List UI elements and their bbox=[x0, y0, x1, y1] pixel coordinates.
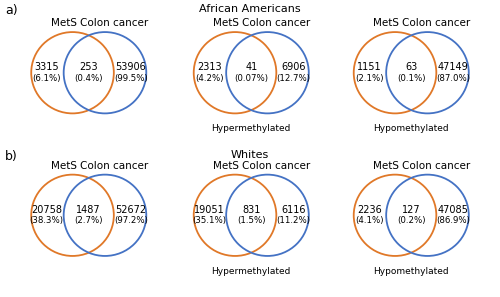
Text: 53906: 53906 bbox=[116, 62, 146, 72]
Text: 20758: 20758 bbox=[31, 205, 62, 215]
Text: 1487: 1487 bbox=[76, 205, 101, 215]
Text: MetS: MetS bbox=[213, 161, 239, 171]
Text: a): a) bbox=[5, 4, 18, 18]
Text: 3315: 3315 bbox=[34, 62, 59, 72]
Text: 52672: 52672 bbox=[115, 205, 146, 215]
Text: (12.7%): (12.7%) bbox=[276, 74, 310, 83]
Text: Whites: Whites bbox=[231, 150, 269, 160]
Text: MetS: MetS bbox=[213, 18, 239, 29]
Text: 2236: 2236 bbox=[357, 205, 382, 215]
Text: 831: 831 bbox=[242, 205, 260, 215]
Text: Colon cancer: Colon cancer bbox=[402, 161, 470, 171]
Text: MetS: MetS bbox=[373, 161, 399, 171]
Text: (97.2%): (97.2%) bbox=[114, 216, 148, 225]
Text: 47085: 47085 bbox=[438, 205, 468, 215]
Text: (87.0%): (87.0%) bbox=[436, 74, 470, 83]
Text: (2.1%): (2.1%) bbox=[355, 74, 384, 83]
Text: MetS: MetS bbox=[373, 18, 399, 29]
Text: 63: 63 bbox=[405, 62, 417, 72]
Text: (2.7%): (2.7%) bbox=[74, 216, 103, 225]
Text: (38.3%): (38.3%) bbox=[30, 216, 64, 225]
Text: 253: 253 bbox=[80, 62, 98, 72]
Text: 6116: 6116 bbox=[281, 205, 305, 215]
Text: (0.07%): (0.07%) bbox=[234, 74, 268, 83]
Text: Hypomethylated: Hypomethylated bbox=[374, 124, 449, 133]
Text: 1151: 1151 bbox=[357, 62, 382, 72]
Text: 6906: 6906 bbox=[281, 62, 305, 72]
Text: 41: 41 bbox=[245, 62, 258, 72]
Text: 19051: 19051 bbox=[194, 205, 224, 215]
Text: Colon cancer: Colon cancer bbox=[242, 18, 310, 29]
Text: (99.5%): (99.5%) bbox=[114, 74, 148, 83]
Text: (1.5%): (1.5%) bbox=[237, 216, 266, 225]
Text: (35.1%): (35.1%) bbox=[192, 216, 226, 225]
Text: Colon cancer: Colon cancer bbox=[80, 161, 148, 171]
Text: (4.1%): (4.1%) bbox=[355, 216, 384, 225]
Text: MetS: MetS bbox=[50, 161, 76, 171]
Text: (0.4%): (0.4%) bbox=[74, 74, 103, 83]
Text: (6.1%): (6.1%) bbox=[32, 74, 61, 83]
Text: (86.9%): (86.9%) bbox=[436, 216, 470, 225]
Text: (11.2%): (11.2%) bbox=[276, 216, 310, 225]
Text: Colon cancer: Colon cancer bbox=[402, 18, 470, 29]
Text: African Americans: African Americans bbox=[199, 4, 301, 15]
Text: b): b) bbox=[5, 150, 18, 163]
Text: MetS: MetS bbox=[50, 18, 76, 29]
Text: (4.2%): (4.2%) bbox=[195, 74, 224, 83]
Text: Hypermethylated: Hypermethylated bbox=[212, 124, 291, 133]
Text: (0.1%): (0.1%) bbox=[397, 74, 426, 83]
Text: 2313: 2313 bbox=[197, 62, 222, 72]
Text: Hypomethylated: Hypomethylated bbox=[374, 266, 449, 276]
Text: (0.2%): (0.2%) bbox=[397, 216, 426, 225]
Text: Colon cancer: Colon cancer bbox=[80, 18, 148, 29]
Text: Colon cancer: Colon cancer bbox=[242, 161, 310, 171]
Text: 127: 127 bbox=[402, 205, 420, 215]
Text: 47149: 47149 bbox=[438, 62, 468, 72]
Text: Hypermethylated: Hypermethylated bbox=[212, 266, 291, 276]
